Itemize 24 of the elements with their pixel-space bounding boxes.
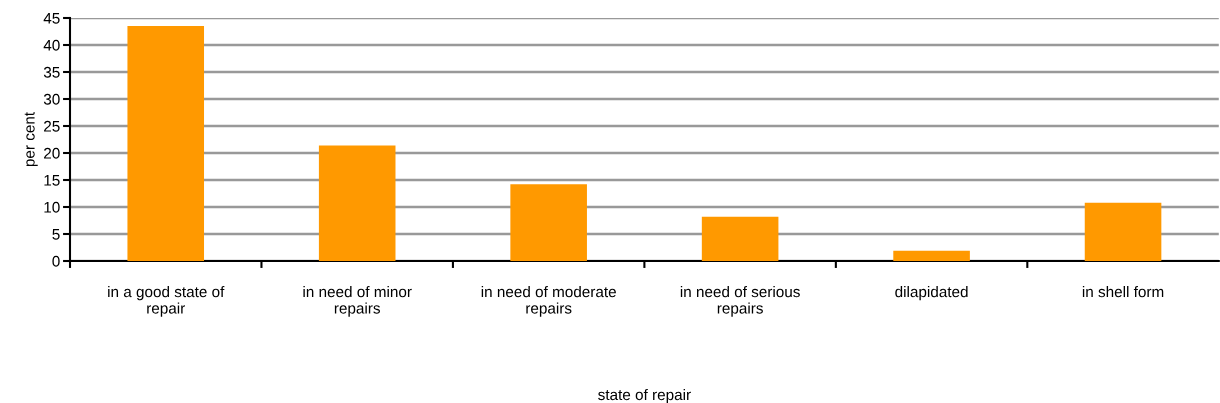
x-tick-label: in shell form [1082,286,1164,298]
x-tick-label: dilapidated [895,286,968,301]
bar [318,145,396,261]
x-axis-title: state of repair [598,388,691,403]
bar [701,216,779,261]
y-tick-label: 40 [43,39,60,51]
x-tick-label: in need of moderate repairs [481,286,616,317]
y-tick-label: 0 [52,255,60,267]
y-axis-title: per cent [24,112,38,167]
y-tick-label: 15 [44,175,60,186]
y-tick-label: 25 [44,120,60,132]
y-tick-label: 30 [43,93,60,105]
y-tick-label: 20 [44,147,60,159]
y-tick-label: 10 [44,201,60,213]
y-tick-label: 35 [43,66,60,78]
y-tick-label: 45 [43,13,60,24]
x-tick-label: in need of serious repairs [680,286,800,317]
x-tick-label: in need of minor repairs [303,286,412,317]
y-tick-label: 5 [52,229,60,240]
bar [510,184,587,261]
bar [127,26,205,261]
bar [893,250,970,261]
bar [1084,202,1162,261]
x-tick-label: in a good state of repair [108,286,225,317]
